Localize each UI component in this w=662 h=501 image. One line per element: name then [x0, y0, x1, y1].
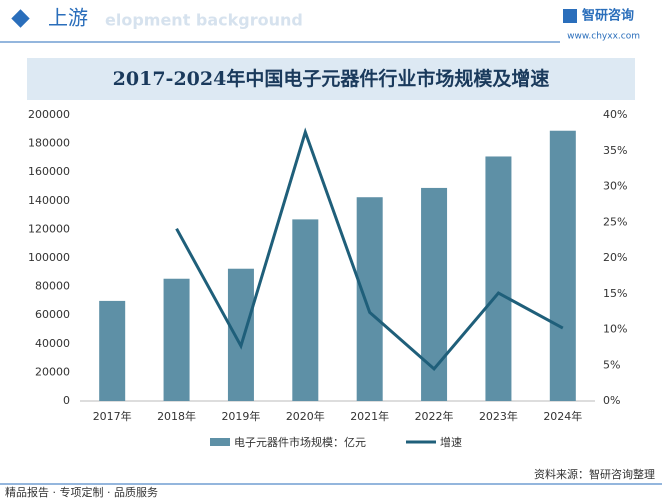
y2-tick-label: 15%	[603, 287, 627, 300]
y-tick-label: 80000	[35, 280, 70, 293]
y-tick-label: 120000	[28, 222, 70, 235]
logo-icon	[563, 9, 577, 23]
x-tick-label: 2018年	[157, 409, 196, 423]
chart-title: 2017-2024年中国电子元器件行业市场规模及增速	[113, 67, 550, 90]
x-tick-label: 2022年	[415, 409, 454, 423]
x-tick-label: 2020年	[286, 409, 325, 423]
bar	[227, 268, 254, 401]
legend-swatch	[210, 438, 230, 446]
line	[175, 127, 564, 371]
y2-tick-label: 25%	[603, 215, 627, 228]
url: www.chyxx.com	[567, 32, 640, 42]
y-tick-label: 140000	[28, 194, 70, 207]
y-tick-label: 20000	[35, 365, 70, 378]
bar	[292, 219, 319, 401]
footer-left: 精品报告 · 专项定制 · 品质服务	[5, 485, 158, 499]
bar	[99, 300, 126, 401]
y2-tick-label: 35%	[603, 144, 627, 157]
bar	[549, 130, 576, 402]
x-tick-label: 2017年	[93, 409, 132, 423]
y-tick-label: 160000	[28, 165, 70, 178]
y2-tick-label: 40%	[603, 108, 627, 121]
y2-tick-label: 30%	[603, 180, 627, 193]
bar	[356, 197, 383, 401]
y2-tick-label: 5%	[603, 358, 620, 371]
legend-label: 电子元器件市场规模：亿元	[234, 435, 366, 449]
y2-tick-label: 10%	[603, 323, 627, 336]
bar	[421, 187, 448, 401]
y-tick-label: 60000	[35, 308, 70, 321]
y-tick-label: 100000	[28, 251, 70, 264]
y-tick-label: 40000	[35, 337, 70, 350]
y2-tick-label: 20%	[603, 251, 627, 264]
section-title: 上游	[48, 6, 88, 30]
title-band	[27, 58, 635, 100]
bar	[163, 278, 190, 401]
x-tick-label: 2024年	[543, 409, 582, 423]
x-tick-label: 2023年	[479, 409, 518, 423]
y-tick-label: 180000	[28, 137, 70, 150]
legend-label: 增速	[440, 435, 462, 449]
y-tick-label: 200000	[28, 108, 70, 121]
section-icon	[11, 9, 30, 28]
x-tick-label: 2019年	[221, 409, 260, 423]
y-tick-label: 0	[63, 394, 70, 407]
y2-tick-label: 0%	[603, 394, 620, 407]
source: 资料来源：智研咨询整理	[534, 467, 655, 481]
section-subtitle: elopment background	[105, 11, 303, 30]
x-tick-label: 2021年	[350, 409, 389, 423]
brand: 智研咨询	[582, 8, 634, 24]
bar	[485, 156, 512, 401]
